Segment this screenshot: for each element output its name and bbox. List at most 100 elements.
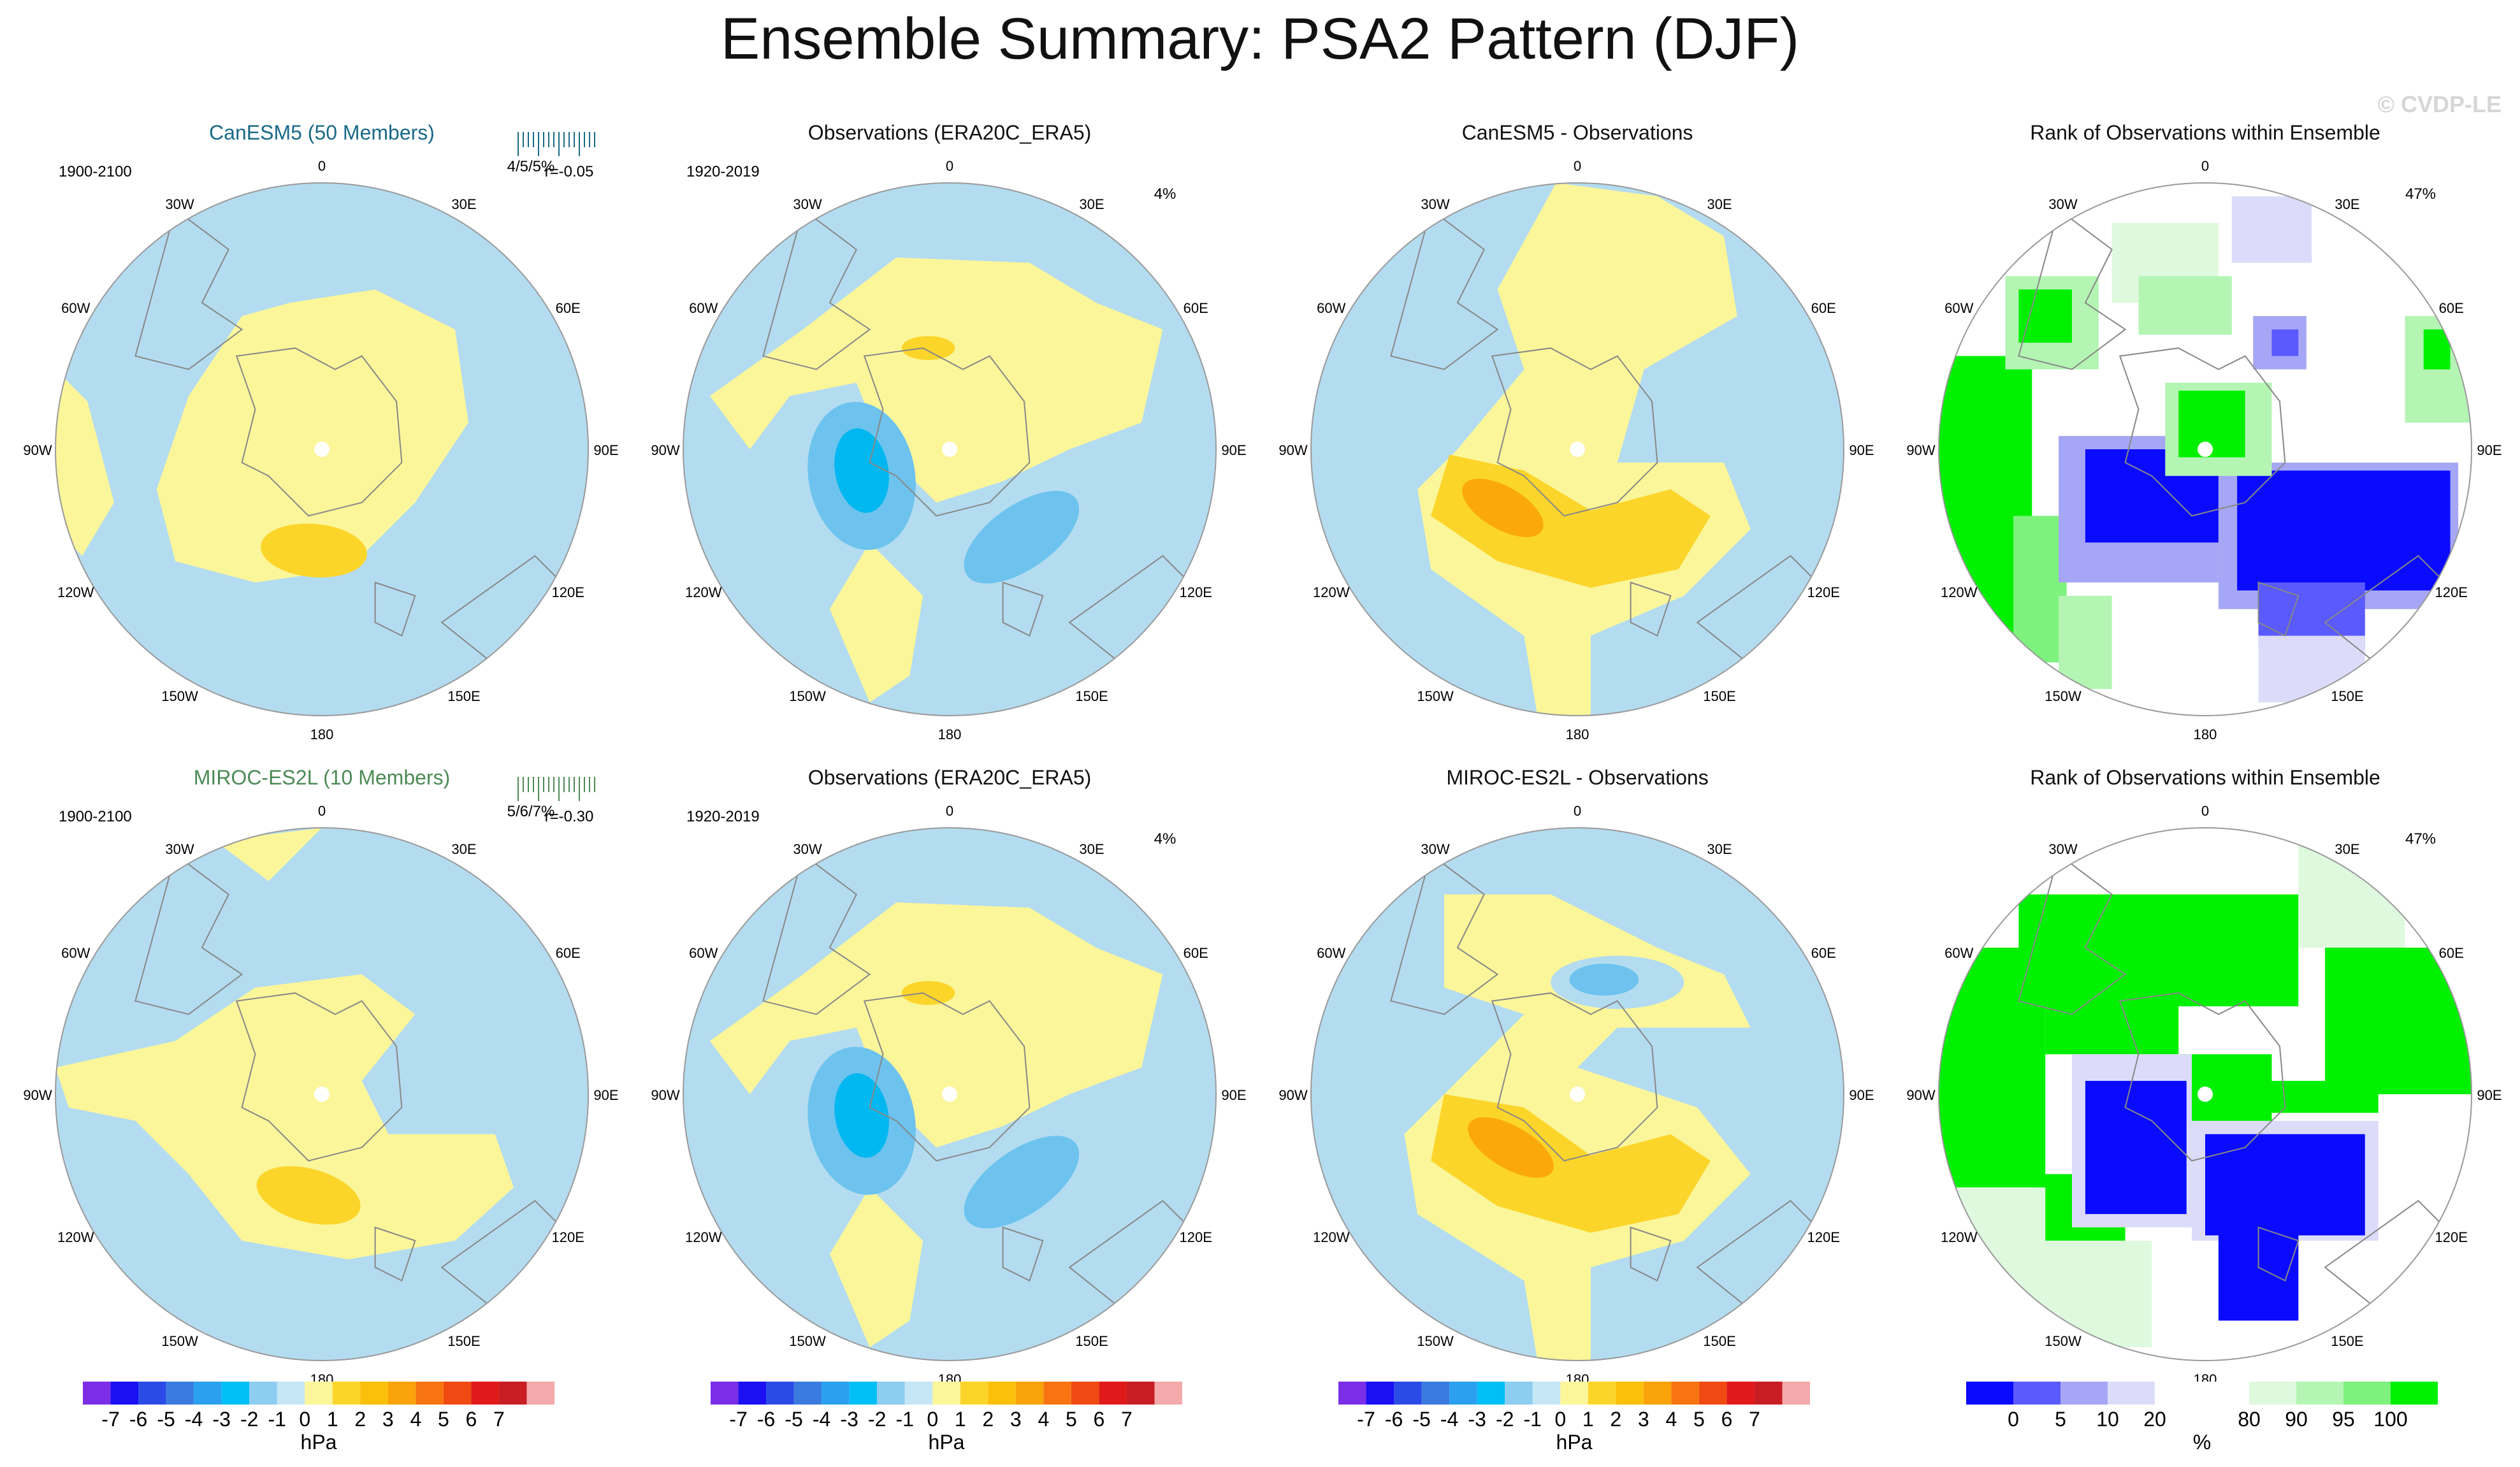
longitude-label: 60W: [61, 945, 90, 961]
longitude-label: 150W: [161, 1333, 198, 1349]
colorbar-tick-label: 10: [2096, 1408, 2119, 1431]
colorbar-swatch: [711, 1382, 739, 1405]
colorbar-tick-label: 6: [466, 1408, 477, 1431]
colorbar-swatch: [388, 1382, 416, 1405]
colorbar-swatch: [416, 1382, 444, 1405]
map-panel-model: 030E60E90E120E150E180150W120W90W60W30WMI…: [23, 766, 618, 1387]
longitude-label: 0: [946, 158, 953, 174]
colorbar-swatch: [1588, 1382, 1616, 1405]
longitude-label: 180: [938, 726, 962, 742]
colorbar-unit: hPa: [1556, 1431, 1593, 1454]
colorbar-swatch: [249, 1382, 277, 1405]
longitude-label: 90W: [1906, 1087, 1935, 1103]
colorbar-swatch: [1699, 1382, 1727, 1405]
colorbar-swatch: [138, 1382, 166, 1405]
colorbar-swatch: [1966, 1382, 2013, 1405]
colorbar-swatch: [2013, 1382, 2060, 1405]
longitude-label: 90W: [1278, 442, 1307, 458]
rank-cell: [2085, 1081, 2187, 1214]
colorbar-tick-label: -2: [868, 1408, 886, 1431]
colorbar-swatch: [333, 1382, 361, 1405]
panel-title: Rank of Observations within Ensemble: [2030, 121, 2380, 144]
map-panel-diff: 030E60E90E120E150E180150W120W90W60W30WCa…: [1278, 121, 1874, 742]
colorbar-hpa: -7 -6 -5 -4 -3 -2 -1 0 1 2 3 4 5 6 7hPa: [83, 1382, 554, 1454]
colorbar-swatch: [166, 1382, 194, 1405]
colorbar-swatch: [1755, 1382, 1783, 1405]
panel-title: Observations (ERA20C_ERA5): [808, 766, 1092, 789]
south-pole-marker: [1570, 1087, 1585, 1102]
longitude-label: 120W: [1941, 584, 1978, 600]
colorbar-swatch: [1533, 1382, 1561, 1405]
longitude-label: 60W: [689, 300, 718, 316]
colorbar-tick-label: 20: [2143, 1408, 2166, 1431]
colorbar-swatch: [960, 1382, 988, 1405]
longitude-label: 60E: [1184, 300, 1208, 316]
longitude-label: 150E: [1703, 1333, 1735, 1349]
colorbar-swatch: [2060, 1382, 2108, 1405]
panel-title: MIROC-ES2L - Observations: [1446, 766, 1708, 789]
longitude-label: 90E: [1849, 1087, 1874, 1103]
longitude-label: 0: [318, 158, 326, 174]
colorbar-swatch: [526, 1382, 554, 1405]
longitude-label: 90E: [2477, 1087, 2502, 1103]
panel-title: CanESM5 - Observations: [1462, 121, 1693, 144]
colorbar-swatch: [850, 1382, 878, 1405]
longitude-label: 120W: [685, 1229, 722, 1245]
colorbar-swatch: [739, 1382, 767, 1405]
colorbars: -7 -6 -5 -4 -3 -2 -1 0 1 2 3 4 5 6 7hPa-7 -6 -5 -4 -3 -2 -1 0…: [83, 1382, 2438, 1454]
panel-title: Observations (ERA20C_ERA5): [808, 121, 1092, 144]
rank-cell: [2237, 470, 2450, 590]
colorbar-swatch: [1505, 1382, 1533, 1405]
longitude-label: 30E: [1707, 196, 1732, 212]
colorbar-swatch: [2296, 1382, 2343, 1405]
longitude-label: 30E: [1079, 841, 1104, 857]
longitude-label: 120E: [1807, 584, 1840, 600]
colorbar-swatch: [1366, 1382, 1394, 1405]
longitude-label: 90W: [651, 1087, 679, 1103]
rank-cell: [2018, 895, 2298, 1007]
longitude-label: 60W: [689, 945, 718, 961]
longitude-label: 60W: [1944, 300, 1973, 316]
colorbar-tick-label: -7: [729, 1408, 747, 1431]
longitude-label: 30E: [1079, 196, 1104, 212]
south-pole-marker: [2198, 1087, 2213, 1102]
colorbar-swatch: [794, 1382, 822, 1405]
colorbar-swatch: [1782, 1382, 1810, 1405]
pattern-percent: 47%: [2405, 830, 2436, 848]
longitude-label: 30W: [2048, 841, 2077, 857]
colorbar-tick-label: -5: [785, 1408, 802, 1431]
colorbar-swatch: [2202, 1382, 2249, 1405]
colorbar-swatch: [2155, 1382, 2202, 1405]
colorbar-swatch: [277, 1382, 305, 1405]
colorbar-hpa: -7 -6 -5 -4 -3 -2 -1 0 1 2 3 4 5 6 7hPa: [711, 1382, 1182, 1454]
colorbar-swatch: [905, 1382, 933, 1405]
longitude-label: 150E: [2331, 1333, 2363, 1349]
longitude-label: 120W: [1313, 584, 1350, 600]
south-pole-marker: [2198, 442, 2213, 457]
colorbar-swatch: [444, 1382, 472, 1405]
member-pct-ticks: [518, 132, 595, 156]
longitude-label: 60E: [1811, 300, 1836, 316]
longitude-label: 30E: [451, 841, 476, 857]
longitude-label: 150E: [1703, 688, 1735, 704]
longitude-label: 120E: [552, 1229, 584, 1245]
pattern-correlation: r=-0.30: [545, 808, 594, 825]
watermark: © CVDP-LE: [2377, 91, 2502, 117]
rank-cell: [2006, 1241, 2152, 1347]
colorbar-tick-label: -2: [240, 1408, 258, 1431]
colorbar-unit: hPa: [929, 1431, 965, 1454]
map-panel-obs: 030E60E90E120E150E180150W120W90W60W30WOb…: [651, 766, 1246, 1387]
longitude-label: 60E: [556, 945, 581, 961]
colorbar-tick-label: 1: [955, 1408, 966, 1431]
colorbar-swatch: [1422, 1382, 1450, 1405]
colorbar-tick-label: 0: [2008, 1408, 2019, 1431]
longitude-label: 150E: [447, 688, 480, 704]
colorbar-hpa: -7 -6 -5 -4 -3 -2 -1 0 1 2 3 4 5 6 7hPa: [1338, 1382, 1810, 1454]
colorbar-swatch: [1727, 1382, 1755, 1405]
pattern-correlation: r=-0.05: [545, 163, 594, 180]
colorbar-swatch: [2391, 1382, 2438, 1405]
colorbar-tick-label: -5: [157, 1408, 175, 1431]
colorbar-tick-label: 6: [1094, 1408, 1105, 1431]
colorbar-swatch: [1154, 1382, 1182, 1405]
colorbar-tick-label: 5: [2055, 1408, 2066, 1431]
